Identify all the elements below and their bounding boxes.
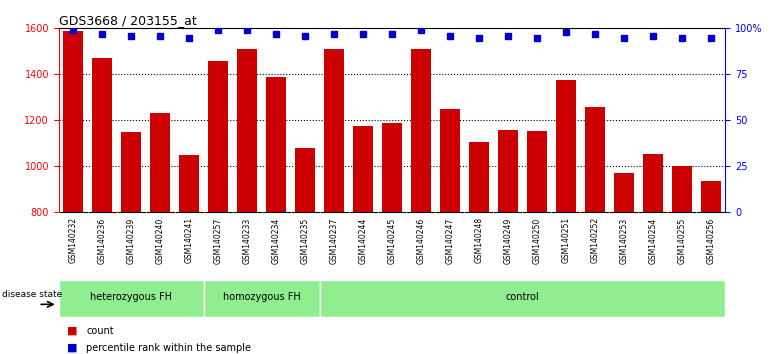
Text: ■: ■ <box>67 326 77 336</box>
Text: GSM140241: GSM140241 <box>185 217 194 263</box>
Text: GSM140240: GSM140240 <box>156 217 165 264</box>
Text: disease state: disease state <box>2 290 62 299</box>
Bar <box>266 77 286 212</box>
Bar <box>59 280 204 316</box>
Bar <box>440 109 460 212</box>
Text: GSM140233: GSM140233 <box>242 217 252 264</box>
Bar <box>121 132 141 212</box>
Bar <box>643 154 663 212</box>
Text: GSM140254: GSM140254 <box>648 217 657 264</box>
Text: GSM140246: GSM140246 <box>416 217 426 264</box>
Text: heterozygous FH: heterozygous FH <box>90 292 172 302</box>
Text: GSM140237: GSM140237 <box>329 217 339 264</box>
Text: GSM140250: GSM140250 <box>532 217 542 264</box>
Text: GSM140249: GSM140249 <box>503 217 513 264</box>
Text: GSM140245: GSM140245 <box>387 217 397 264</box>
Text: GSM140251: GSM140251 <box>561 217 570 263</box>
Bar <box>237 49 257 212</box>
Text: GDS3668 / 203155_at: GDS3668 / 203155_at <box>59 14 197 27</box>
Bar <box>672 166 691 212</box>
Bar <box>93 58 112 212</box>
Text: GSM140244: GSM140244 <box>358 217 368 264</box>
Text: GSM140256: GSM140256 <box>706 217 715 264</box>
Text: GSM140248: GSM140248 <box>474 217 484 263</box>
Text: control: control <box>506 292 539 302</box>
Bar <box>585 107 605 212</box>
Text: GSM140232: GSM140232 <box>69 217 78 263</box>
Text: GSM140255: GSM140255 <box>677 217 686 264</box>
Text: GSM140252: GSM140252 <box>590 217 599 263</box>
Bar <box>204 280 320 316</box>
Bar <box>324 49 344 212</box>
Bar <box>556 80 576 212</box>
Bar <box>469 142 489 212</box>
Bar <box>498 130 518 212</box>
Bar <box>208 61 228 212</box>
Text: GSM140236: GSM140236 <box>98 217 107 264</box>
Bar <box>179 155 199 212</box>
Text: GSM140239: GSM140239 <box>127 217 136 264</box>
Bar <box>701 181 720 212</box>
Bar <box>295 148 315 212</box>
Bar <box>150 114 170 212</box>
Text: GSM140234: GSM140234 <box>271 217 281 264</box>
Text: GSM140257: GSM140257 <box>214 217 223 264</box>
Text: homozygous FH: homozygous FH <box>223 292 300 302</box>
Text: count: count <box>86 326 114 336</box>
Bar <box>411 49 431 212</box>
Bar <box>320 280 725 316</box>
Text: GSM140247: GSM140247 <box>445 217 455 264</box>
Bar <box>527 131 547 212</box>
Text: percentile rank within the sample: percentile rank within the sample <box>86 343 251 353</box>
Bar <box>64 31 83 212</box>
Bar <box>353 126 373 212</box>
Bar <box>614 173 634 212</box>
Text: GSM140253: GSM140253 <box>619 217 628 264</box>
Text: GSM140235: GSM140235 <box>300 217 310 264</box>
Text: ■: ■ <box>67 343 77 353</box>
Bar <box>382 123 402 212</box>
